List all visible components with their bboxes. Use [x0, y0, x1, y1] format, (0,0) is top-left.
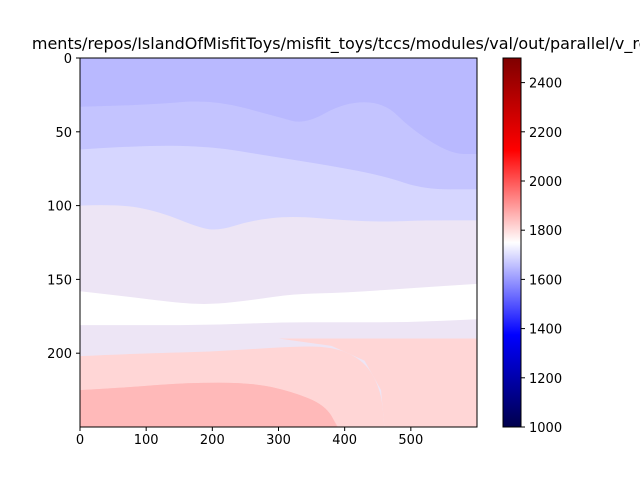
- contour-band: [278, 338, 477, 427]
- x-tick-label: 100: [134, 433, 159, 448]
- colorbar-frame: [502, 57, 522, 428]
- y-tick-label: 0: [64, 52, 72, 67]
- plot-area: [79, 57, 478, 428]
- y-axis: 0 50 100 150 200: [47, 52, 80, 362]
- colorbar-tick-label: 1000: [529, 421, 562, 436]
- y-tick-label: 100: [47, 200, 72, 215]
- colorbar-tick-label: 2400: [529, 77, 562, 92]
- chart-title: ments/repos/IslandOfMisfitToys/misfit_to…: [31, 34, 640, 53]
- colorbar-ticks: 1000 1200 1400 1600 1800 2000 2200 2400: [521, 77, 562, 436]
- y-tick-label: 50: [55, 126, 72, 141]
- contour-fill: [80, 58, 477, 427]
- contour-band: [80, 382, 338, 427]
- colorbar-gradient: [503, 58, 521, 427]
- colorbar-tick-label: 1800: [529, 224, 562, 239]
- x-tick-label: 500: [398, 433, 423, 448]
- x-axis: 0 100 200 300 400 500: [76, 427, 423, 448]
- y-tick-label: 150: [47, 273, 72, 288]
- x-tick-label: 400: [332, 433, 357, 448]
- colorbar-tick-label: 2000: [529, 175, 562, 190]
- y-tick-label: 200: [47, 347, 72, 362]
- colorbar: 1000 1200 1400 1600 1800 2000 2200 2400: [502, 57, 562, 436]
- x-tick-label: 0: [76, 433, 84, 448]
- colorbar-tick-label: 1200: [529, 372, 562, 387]
- x-tick-label: 200: [200, 433, 225, 448]
- chart-title-box: ments/repos/IslandOfMisfitToys/misfit_to…: [0, 34, 640, 58]
- colorbar-tick-label: 1600: [529, 273, 562, 288]
- colorbar-tick-label: 2200: [529, 126, 562, 141]
- x-tick-label: 300: [266, 433, 291, 448]
- colorbar-tick-label: 1400: [529, 323, 562, 338]
